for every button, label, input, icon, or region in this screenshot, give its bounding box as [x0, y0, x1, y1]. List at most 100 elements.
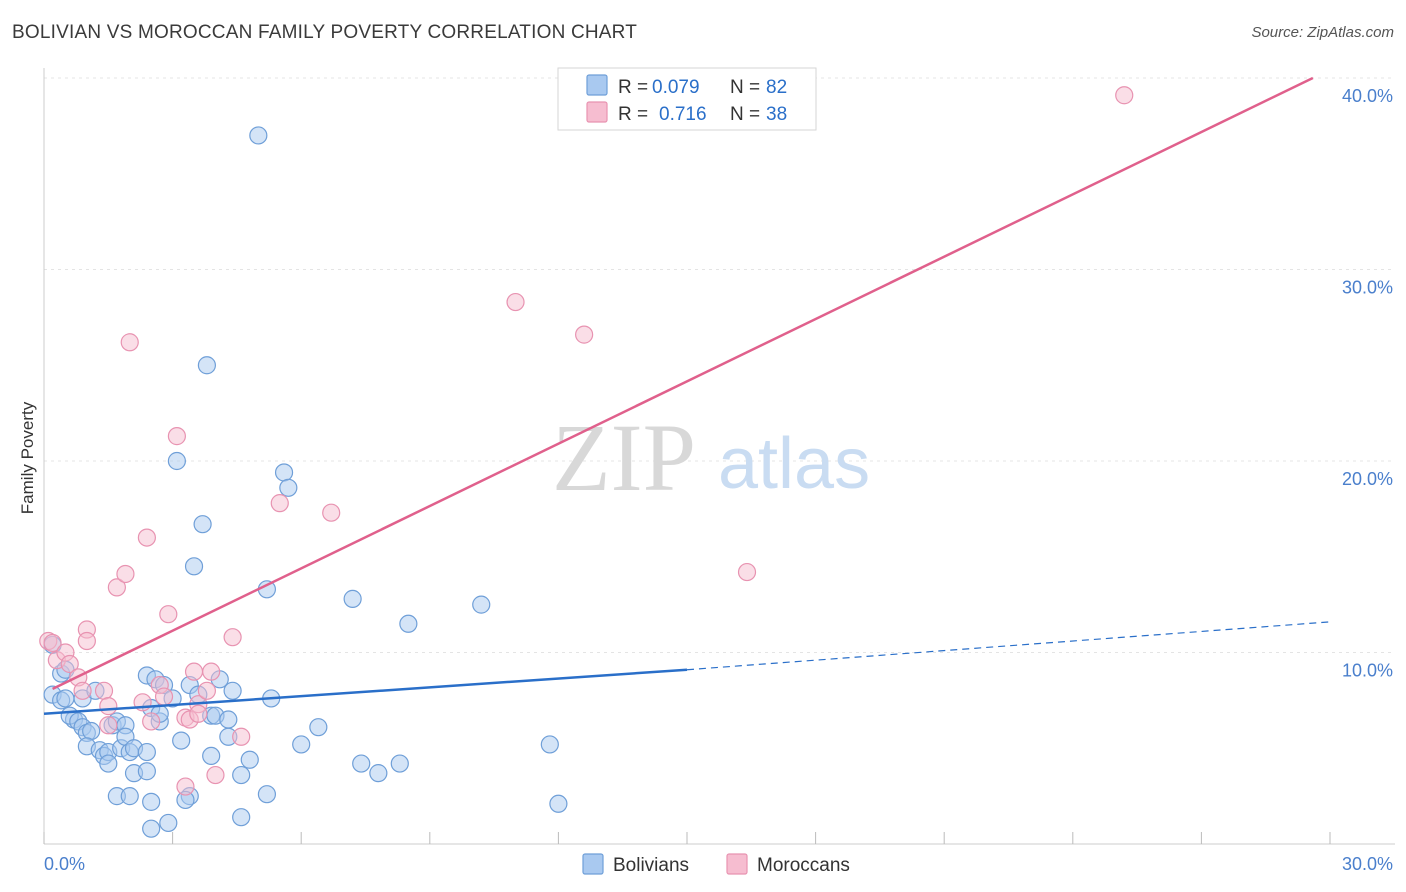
bolivians-r-label: R = — [618, 77, 648, 98]
series-bolivians-points — [43, 126, 568, 838]
bolivian-point-35 — [159, 813, 178, 833]
watermark: ZIP atlas — [552, 404, 870, 511]
moroccan-point-33 — [270, 494, 289, 513]
moroccans-r-value: 0.716 — [659, 104, 707, 125]
bolivian-point-27 — [120, 787, 139, 806]
x-tick-label-30: 30.0% — [1342, 854, 1393, 874]
moroccans-trend-line — [52, 76, 1314, 691]
bolivians-trend-line — [43, 668, 688, 716]
moroccan-point-37 — [737, 562, 757, 582]
tick-labels: 10.0% 20.0% 30.0% 40.0% 0.0% 30.0% — [44, 86, 1393, 874]
moroccans-r-label: R = — [618, 104, 648, 125]
source-attribution: Source: ZipAtlas.com — [1251, 24, 1394, 41]
legend-bolivians-label: Bolivians — [613, 855, 689, 876]
watermark-atlas: atlas — [718, 424, 870, 504]
bolivian-point-59 — [240, 750, 259, 769]
moroccan-point-29 — [202, 662, 221, 681]
bolivian-point-33 — [137, 742, 156, 762]
moroccan-point-9 — [94, 681, 114, 700]
moroccan-point-31 — [223, 628, 242, 647]
moroccan-point-27 — [189, 704, 208, 723]
y-tick-label-40: 40.0% — [1342, 86, 1393, 106]
bolivian-point-29 — [142, 792, 161, 811]
bolivian-point-30 — [137, 762, 156, 781]
bolivian-point-71 — [390, 754, 409, 773]
trend-lines — [43, 76, 1331, 716]
bolivian-point-70 — [369, 764, 388, 783]
bolivian-point-75 — [549, 794, 568, 813]
bolivian-point-51 — [202, 746, 221, 766]
moroccan-point-16 — [137, 528, 156, 547]
bolivian-point-57 — [232, 808, 251, 827]
bolivian-point-66 — [292, 735, 311, 754]
bolivian-point-68 — [343, 589, 362, 608]
bolivian-point-41 — [172, 731, 191, 750]
moroccan-point-4 — [60, 654, 79, 674]
bolivians-n-label: N = — [730, 77, 760, 98]
y-tick-label-10: 10.0% — [1342, 661, 1393, 681]
bolivian-point-60 — [249, 126, 268, 145]
bolivian-point-55 — [219, 710, 238, 729]
legend-moroccans-swatch — [726, 853, 748, 875]
bolivian-point-67 — [309, 718, 328, 737]
moroccan-point-21 — [167, 427, 186, 446]
legend-bolivians-swatch — [582, 853, 604, 875]
series-legend: Bolivians Moroccans — [582, 853, 850, 876]
moroccans-swatch — [586, 101, 608, 123]
moroccan-point-30 — [206, 765, 225, 785]
bolivian-point-62 — [257, 785, 277, 804]
bolivians-r-value: 0.079 — [652, 77, 700, 98]
bolivian-point-47 — [184, 557, 204, 576]
bolivians-n-value: 82 — [766, 77, 787, 98]
moroccan-point-19 — [154, 687, 174, 706]
moroccan-point-17 — [142, 712, 161, 731]
y-tick-label-20: 20.0% — [1342, 469, 1393, 489]
moroccan-point-28 — [197, 681, 216, 700]
moroccan-point-6 — [73, 681, 92, 700]
bolivian-point-43 — [167, 451, 186, 471]
bolivian-point-18 — [99, 754, 118, 773]
moroccan-point-10 — [99, 697, 118, 716]
axes — [43, 68, 1395, 845]
bolivians-swatch — [586, 74, 608, 96]
bolivian-point-69 — [352, 754, 371, 773]
moroccan-point-38 — [1115, 86, 1134, 105]
legend-moroccans-label: Moroccans — [757, 855, 850, 876]
bolivian-point-49 — [197, 356, 216, 375]
moroccan-point-1 — [43, 633, 62, 653]
bolivian-point-74 — [540, 735, 559, 754]
bolivian-point-72 — [399, 614, 418, 633]
moroccan-point-34 — [322, 503, 341, 522]
moroccan-point-35 — [506, 292, 525, 312]
moroccans-n-value: 38 — [766, 104, 787, 125]
stats-legend: R = 0.079 N = 82 R = 0.716 N = 38 — [557, 67, 817, 131]
moroccan-point-20 — [159, 605, 178, 624]
bolivian-point-56 — [223, 681, 242, 700]
bolivian-point-65 — [279, 478, 298, 497]
moroccan-point-32 — [232, 727, 251, 746]
bolivian-point-5 — [56, 689, 75, 708]
moroccan-point-13 — [116, 564, 135, 584]
moroccan-point-22 — [176, 777, 195, 796]
bolivian-point-73 — [472, 595, 491, 614]
bolivians-trend-extension — [686, 621, 1331, 671]
chart-title: BOLIVIAN VS MOROCCAN FAMILY POVERTY CORR… — [12, 22, 638, 43]
moroccan-point-8 — [77, 631, 96, 651]
moroccan-point-12 — [107, 578, 126, 597]
moroccan-point-36 — [575, 325, 594, 344]
moroccans-n-label: N = — [730, 104, 760, 125]
y-tick-label-30: 30.0% — [1342, 278, 1393, 298]
bolivian-point-34 — [142, 819, 161, 838]
bolivian-point-48 — [193, 515, 212, 534]
grid-lines — [44, 77, 1395, 653]
series-moroccans-points — [39, 86, 1134, 796]
bolivian-point-64 — [274, 463, 294, 482]
x-tick-label-0: 0.0% — [44, 854, 85, 874]
bolivian-point-58 — [232, 765, 251, 785]
watermark-zip: ZIP — [552, 404, 696, 511]
moroccan-point-11 — [99, 716, 118, 735]
moroccan-point-14 — [120, 333, 139, 352]
bolivian-point-13 — [82, 721, 101, 741]
moroccan-point-25 — [184, 662, 204, 681]
